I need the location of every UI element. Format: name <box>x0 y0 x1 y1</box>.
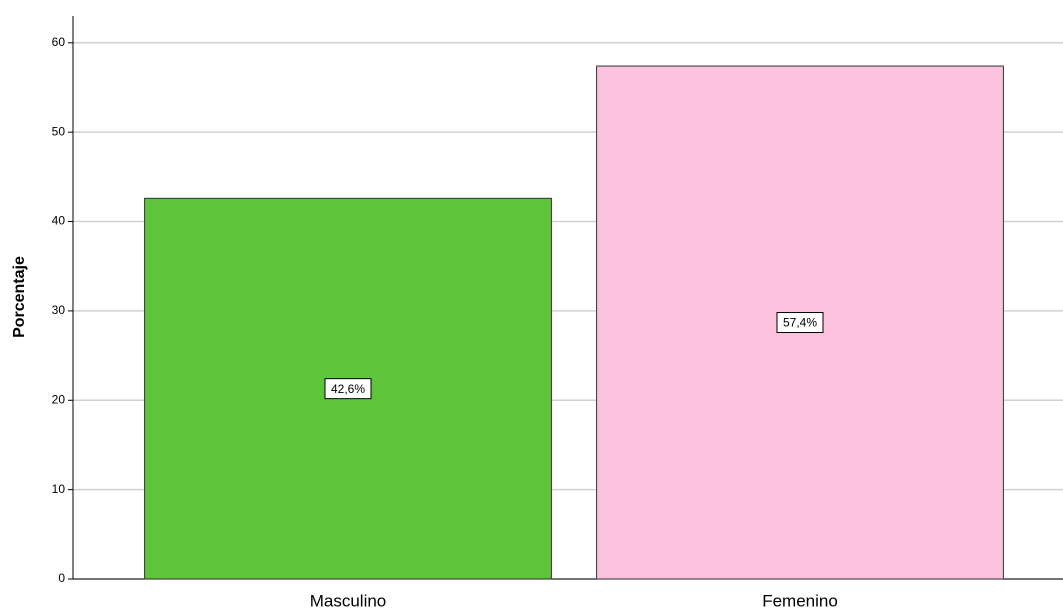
y-tick-label: 0 <box>58 571 65 585</box>
y-tick-label: 20 <box>52 392 66 406</box>
y-tick-label: 60 <box>52 35 66 49</box>
value-label: 57,4% <box>783 316 817 330</box>
y-tick-label: 30 <box>52 303 66 317</box>
y-tick-label: 10 <box>52 482 66 496</box>
value-label-box <box>776 312 824 334</box>
x-tick-label: Masculino <box>310 591 387 610</box>
value-label: 42,6% <box>331 382 365 396</box>
y-tick-label: 50 <box>52 124 66 138</box>
y-axis-label: Porcentaje <box>11 256 28 338</box>
value-label-box <box>324 378 372 400</box>
y-tick-label: 40 <box>52 214 66 228</box>
x-tick-label: Femenino <box>762 591 838 610</box>
